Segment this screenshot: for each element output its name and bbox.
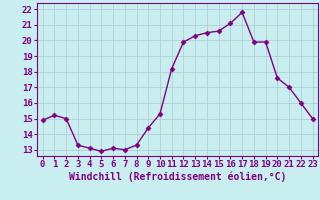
X-axis label: Windchill (Refroidissement éolien,°C): Windchill (Refroidissement éolien,°C) (69, 172, 286, 182)
